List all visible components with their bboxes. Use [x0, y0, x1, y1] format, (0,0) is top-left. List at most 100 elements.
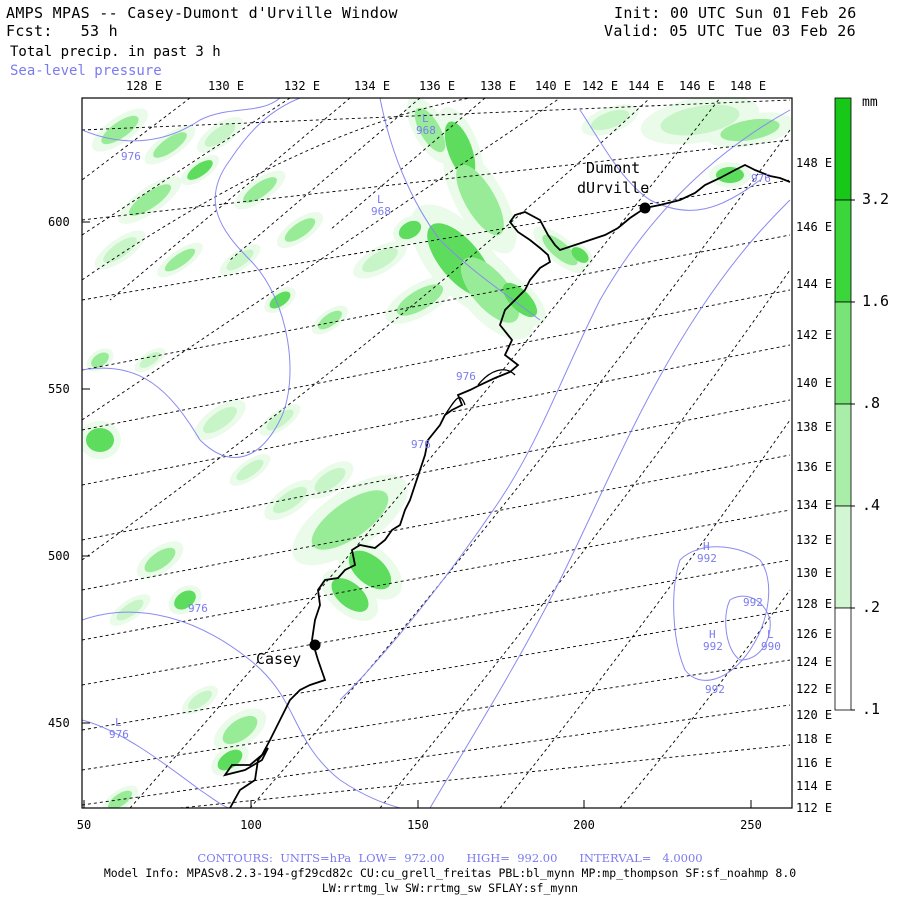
- isobars: [82, 98, 791, 808]
- top-lon-label: 128 E: [126, 79, 162, 93]
- precip-cell: [144, 547, 176, 573]
- colorbar-segment: [834, 505, 852, 609]
- y-tick-label: 600: [48, 215, 70, 229]
- field-name: Total precip. in past 3 h: [10, 44, 221, 60]
- top-lon-label: 134 E: [354, 79, 390, 93]
- precip-cell: [153, 132, 187, 158]
- pressure-center-letter: L: [422, 112, 429, 125]
- colorbar-label: .2: [862, 598, 880, 616]
- top-lon-label: 146 E: [679, 79, 715, 93]
- y-tick-label: 500: [48, 549, 70, 563]
- precip-cell: [236, 459, 264, 481]
- x-tick-label: 100: [240, 818, 262, 832]
- station-casey: Casey: [256, 639, 321, 668]
- isobar-value-label: 976: [411, 438, 431, 451]
- precip-cell: [243, 177, 277, 203]
- top-lon-label: 136 E: [419, 79, 455, 93]
- right-lon-label: 142 E: [796, 328, 832, 342]
- precip-cell: [174, 590, 196, 610]
- top-lon-label: 144 E: [628, 79, 664, 93]
- physics-info: LW:rrtmg_lw SW:rrtmg_sw SFLAY:sf_mynn: [321, 881, 579, 895]
- precip-cell: [591, 109, 629, 131]
- precip-cell: [116, 599, 144, 621]
- right-lon-label: 134 E: [796, 498, 832, 512]
- right-lon-label: 112 E: [796, 801, 832, 815]
- pressure-center-letter: L: [377, 193, 384, 206]
- isobar-value-label: 976: [188, 602, 208, 615]
- right-lon-label: 146 E: [796, 220, 832, 234]
- precip-cell: [362, 247, 398, 273]
- precip-cell: [272, 486, 308, 514]
- precip-cell: [222, 715, 258, 745]
- model-info: Model Info: MPASv8.2.3-194-gf29cd82c CU:…: [103, 866, 797, 880]
- isobar-value-label: 992: [705, 683, 725, 696]
- top-longitude-labels: 128 E 130 E 132 E 134 E 136 E 138 E 140 E 142 E…: [126, 79, 766, 93]
- y-axis-labels: 600 550 500 450: [48, 215, 70, 730]
- colorbar-label: .1: [862, 700, 880, 718]
- map-title: AMPS MPAS -- Casey-Dumont d'Urville Wind…: [6, 4, 398, 22]
- coastline: [222, 163, 791, 808]
- right-lon-label: 136 E: [796, 460, 832, 474]
- top-lon-label: 148 E: [730, 79, 766, 93]
- colorbar-label: .4: [862, 496, 880, 514]
- map-area: [82, 98, 792, 808]
- overlay-name: Sea-level pressure: [10, 63, 162, 79]
- right-lon-label: 126 E: [796, 627, 832, 641]
- graticule: [82, 98, 791, 808]
- isobar-value-label: 968: [416, 124, 436, 137]
- colorbar-label: .8: [862, 394, 880, 412]
- valid-time: Valid: 05 UTC Tue 03 Feb 26: [604, 22, 856, 40]
- y-tick-label: 550: [48, 382, 70, 396]
- right-lon-label: 138 E: [796, 420, 832, 434]
- station-label-line1: Casey: [256, 650, 301, 668]
- station-marker-icon: [639, 202, 651, 214]
- right-longitude-labels: 148 E 146 E 144 E 142 E 140 E 138 E 136 E 134 E…: [796, 156, 832, 815]
- pressure-labels: L968L968976976976976L976H992H992992L9909…: [109, 112, 781, 741]
- right-lon-label: 128 E: [796, 597, 832, 611]
- precip-cell: [204, 123, 236, 147]
- right-lon-label: 118 E: [796, 732, 832, 746]
- top-lon-label: 138 E: [480, 79, 516, 93]
- precip-cell: [311, 490, 389, 550]
- x-axis-labels: 50 100 150 200 250: [77, 818, 762, 832]
- top-lon-label: 142 E: [582, 79, 618, 93]
- right-lon-label: 120 E: [796, 708, 832, 722]
- colorbar-segment: [834, 301, 852, 405]
- precip-cell: [202, 406, 238, 434]
- precip-cell: [129, 184, 171, 216]
- precip-cell: [571, 247, 589, 263]
- colorbar-label: 1.6: [862, 292, 889, 310]
- precip-cell: [318, 310, 342, 330]
- forecast-hour: Fcst: 53 h: [6, 22, 118, 40]
- top-lon-label: 130 E: [208, 79, 244, 93]
- pressure-center-letter: L: [767, 628, 774, 641]
- colorbar-segment: [834, 97, 852, 201]
- precip-cell: [414, 107, 446, 153]
- colorbar-segment: [834, 607, 852, 711]
- top-lon-label: 140 E: [535, 79, 571, 93]
- precip-cell: [269, 291, 291, 309]
- precip-cell: [101, 115, 139, 145]
- isobar-value-label: 992: [743, 596, 763, 609]
- isobar-value-label: 992: [697, 552, 717, 565]
- precip-cell: [502, 282, 538, 318]
- init-time: Init: 00 UTC Sun 01 Feb 26: [614, 4, 857, 22]
- precip-cell: [86, 428, 114, 452]
- colorbar: 3.2 1.6 .8 .4 .2 .1: [834, 97, 889, 718]
- precip-cell: [716, 167, 744, 183]
- precip-cell: [91, 352, 109, 368]
- isobar-value-label: 976: [121, 150, 141, 163]
- right-lon-label: 140 E: [796, 376, 832, 390]
- pressure-center-letter: H: [709, 628, 716, 641]
- isobar-value-label: 990: [761, 640, 781, 653]
- right-lon-label: 132 E: [796, 533, 832, 547]
- precipitation-field: [82, 98, 792, 808]
- x-tick-label: 150: [407, 818, 429, 832]
- x-tick-label: 250: [740, 818, 762, 832]
- right-lon-label: 116 E: [796, 756, 832, 770]
- precip-cell: [456, 164, 504, 236]
- precip-cell: [187, 160, 213, 180]
- isobar-value-label: 976: [456, 370, 476, 383]
- right-lon-label: 130 E: [796, 566, 832, 580]
- isobar-value-label: 976: [751, 172, 771, 185]
